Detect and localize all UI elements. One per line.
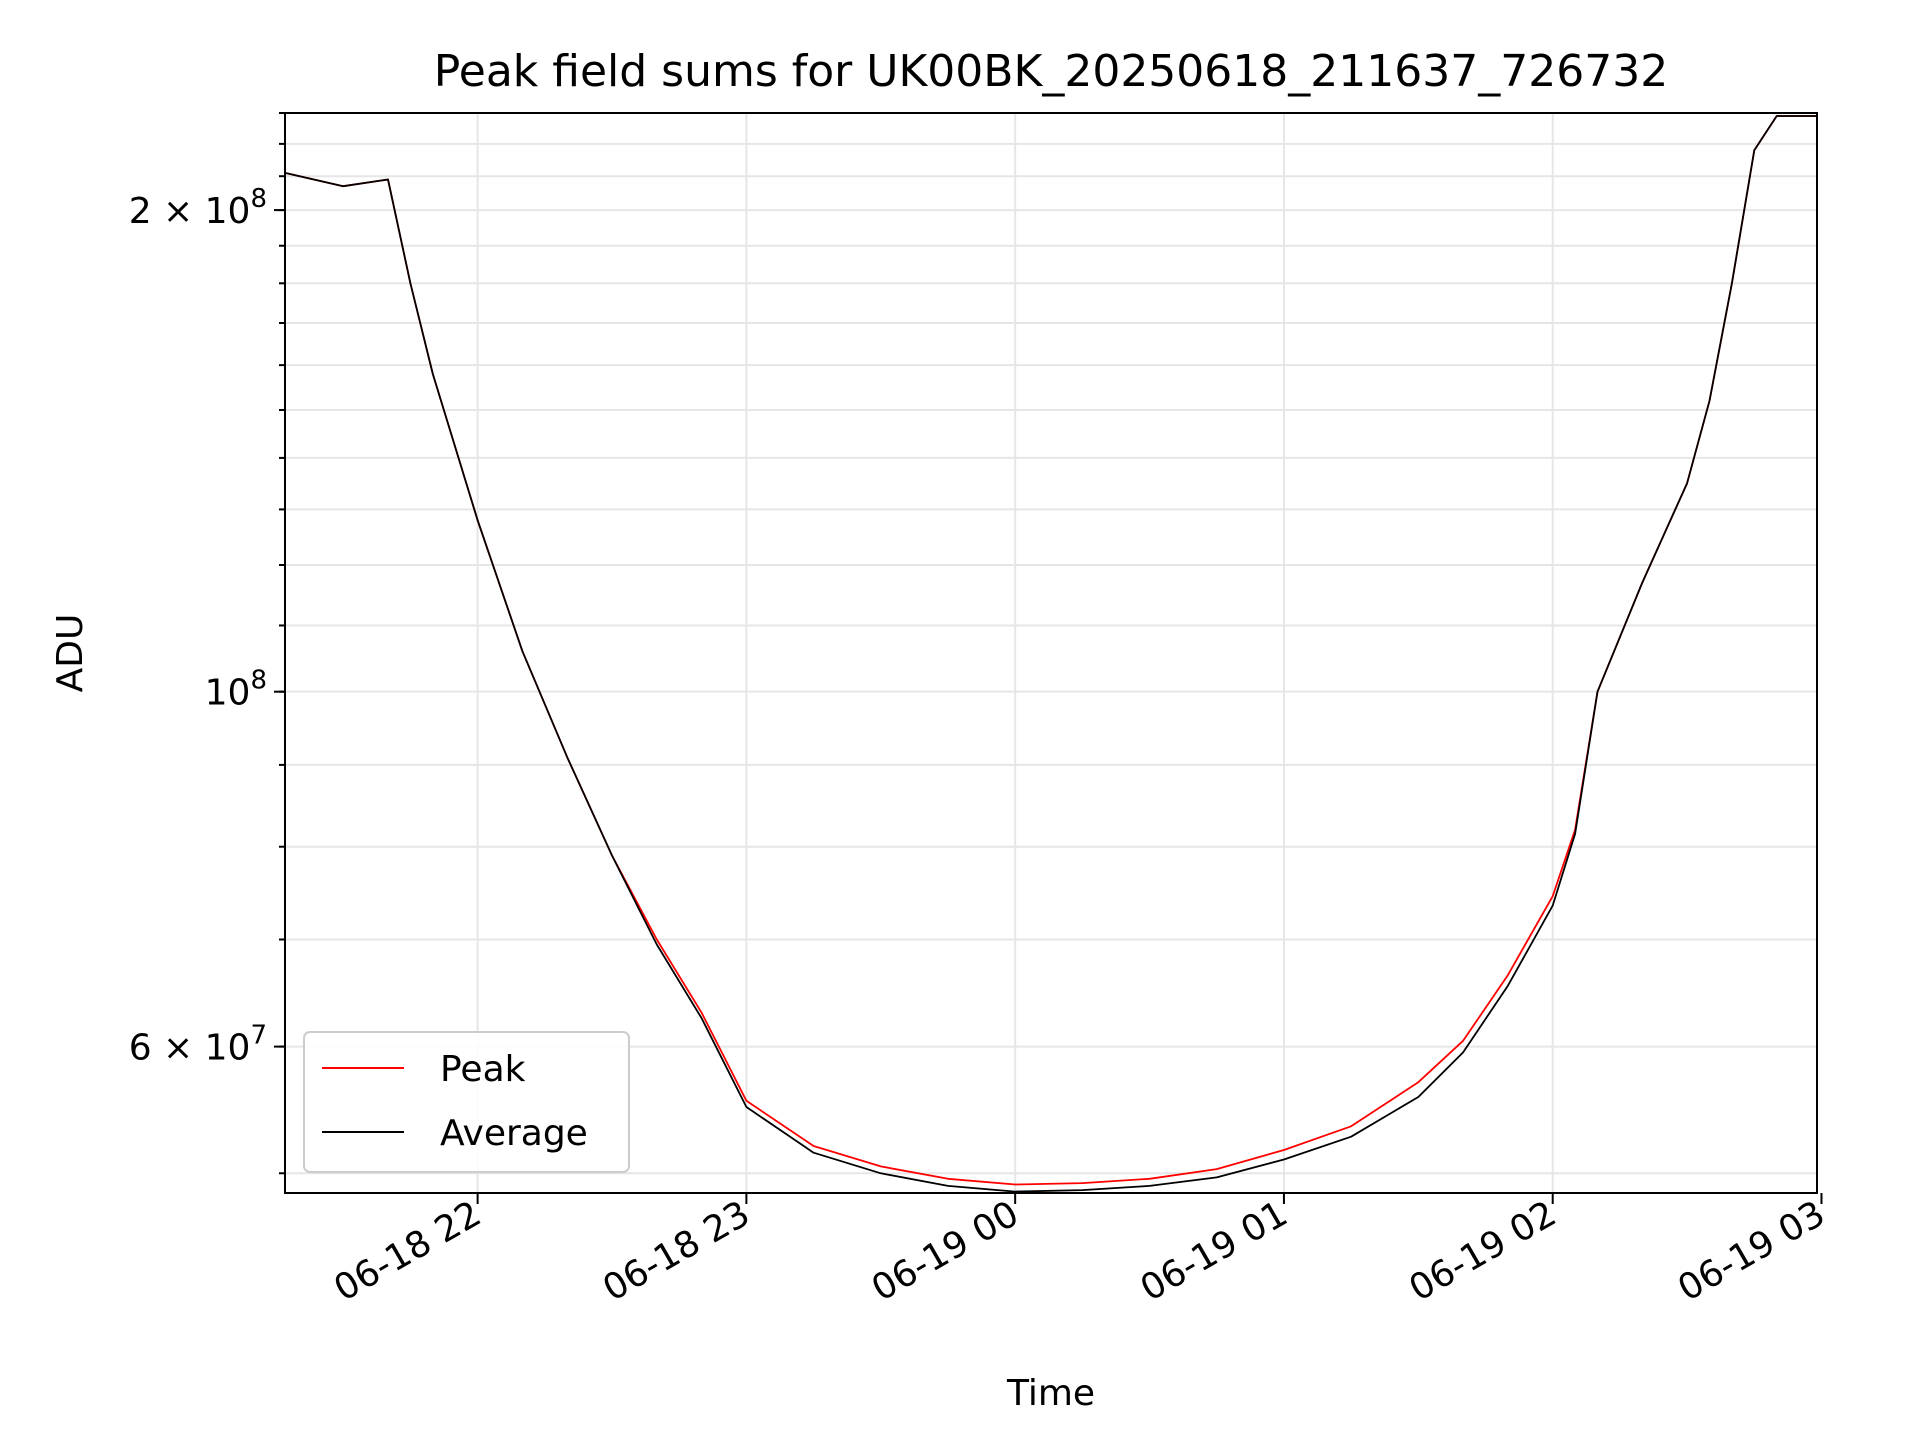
x-axis-label: Time — [1006, 1373, 1095, 1414]
chart-title: Peak field sums for UK00BK_20250618_2116… — [434, 46, 1668, 97]
y-tick-label: 6 × 107 — [129, 1021, 267, 1069]
plot-frame — [284, 112, 1818, 1194]
plot-series — [284, 115, 1817, 1193]
y-tick-label: 108 — [205, 666, 267, 714]
legend-peak-label: Peak — [440, 1049, 526, 1090]
legend: Peak Average — [303, 1031, 630, 1173]
y-axis-label: ADU — [50, 614, 91, 693]
legend-average-label: Average — [440, 1113, 588, 1154]
series-line-average — [284, 115, 1817, 1193]
y-tick-label: 2 × 108 — [129, 184, 267, 232]
